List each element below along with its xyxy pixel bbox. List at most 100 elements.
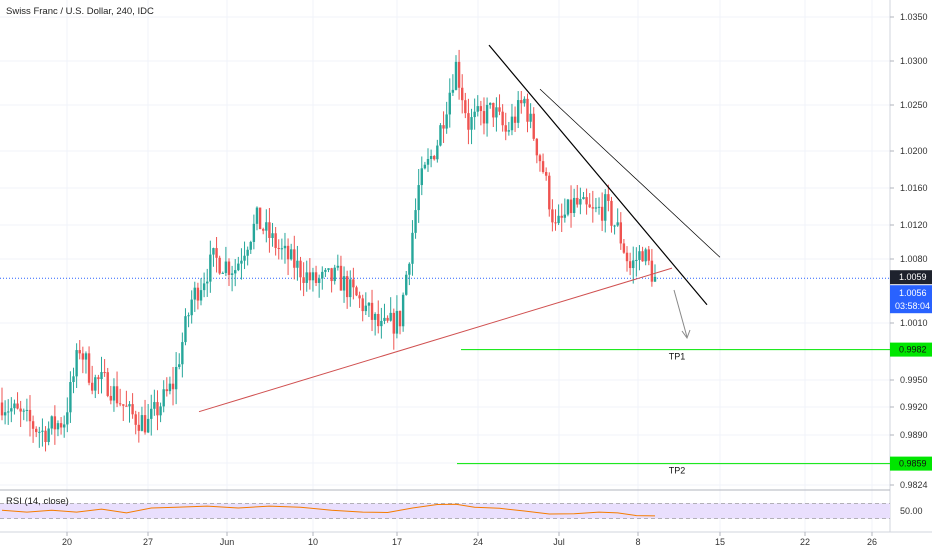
- candle-body: [572, 197, 576, 214]
- candle-body: [439, 125, 442, 146]
- candle-body: [557, 215, 560, 224]
- candle-body: [171, 383, 175, 390]
- candlestick-series: [0, 49, 657, 452]
- candle-body: [398, 310, 402, 327]
- candle-body: [520, 100, 523, 104]
- candle-body: [53, 416, 57, 430]
- candle-body: [209, 254, 212, 282]
- candle-body: [638, 251, 641, 260]
- candle-body: [588, 204, 591, 208]
- candle-body: [125, 405, 128, 407]
- candle-body: [529, 113, 532, 122]
- candle-body: [433, 156, 436, 160]
- resistance-trendline[interactable]: [488, 44, 708, 306]
- candle-body: [532, 113, 535, 139]
- candle-body: [349, 279, 352, 298]
- candle-body: [153, 402, 156, 409]
- candle-body: [417, 185, 420, 211]
- candle-body: [274, 233, 277, 248]
- candle-body: [635, 259, 638, 261]
- rsi-axis-label: 50.00: [900, 506, 923, 516]
- candle-body: [451, 89, 455, 93]
- candle-body: [336, 265, 340, 268]
- time-tick-label: 24: [473, 537, 483, 547]
- candle-body: [302, 277, 305, 283]
- candle-body: [554, 222, 557, 224]
- time-tick-label: 26: [867, 537, 877, 547]
- candle-body: [358, 295, 361, 299]
- projection-arrow[interactable]: [673, 289, 691, 340]
- candle-body: [622, 243, 626, 253]
- candle-body: [72, 376, 75, 383]
- candle-body: [25, 409, 29, 411]
- candle-body: [321, 271, 324, 279]
- candle-body: [255, 207, 259, 224]
- candle-body: [516, 100, 520, 123]
- candle-body: [411, 232, 414, 264]
- candle-body: [597, 206, 601, 208]
- candle-body: [3, 412, 7, 416]
- candle-body: [202, 283, 206, 291]
- candle-body: [339, 265, 343, 291]
- time-tick-label: Jun: [220, 537, 235, 547]
- price-tick-label: 0.9950: [900, 375, 928, 385]
- candle-body: [305, 272, 308, 283]
- candle-body: [215, 248, 218, 258]
- projection-arrow-head: [681, 329, 691, 340]
- candle-body: [333, 267, 336, 282]
- candle-body: [227, 261, 231, 275]
- candle-body: [538, 155, 542, 162]
- candle-body: [118, 403, 122, 405]
- candle-body: [414, 210, 417, 233]
- candle-body: [464, 100, 467, 114]
- candle-body: [240, 260, 243, 264]
- candle-body: [22, 410, 25, 412]
- candle-body: [392, 312, 395, 334]
- candle-body: [131, 404, 134, 415]
- candle-body: [479, 106, 483, 112]
- candle-body: [523, 98, 526, 104]
- candle-body: [510, 116, 514, 131]
- candle-body: [87, 353, 91, 383]
- candle-body: [361, 298, 364, 312]
- time-axis[interactable]: 20 27 Jun 10 17 24 Jul 8 15 22 26: [62, 532, 877, 547]
- candle-body: [10, 408, 13, 412]
- candle-body: [143, 415, 147, 433]
- candle-body: [377, 313, 380, 327]
- candle-body: [647, 249, 650, 261]
- candle-body: [122, 404, 125, 406]
- candle-body: [364, 305, 368, 312]
- candle-body: [591, 207, 595, 209]
- candle-body: [112, 386, 116, 401]
- time-tick-label: 15: [715, 537, 725, 547]
- candle-body: [56, 423, 60, 430]
- candle-body: [551, 209, 554, 223]
- candle-body: [38, 431, 41, 433]
- candle-body: [146, 418, 150, 433]
- resistance-trendline-outer[interactable]: [539, 88, 721, 258]
- time-tick-label: 17: [392, 537, 402, 547]
- candle-body: [69, 382, 72, 413]
- candle-body: [607, 194, 610, 201]
- candle-body: [373, 313, 377, 320]
- candle-body: [81, 353, 85, 360]
- candle-body: [97, 377, 100, 380]
- candle-body: [324, 269, 327, 272]
- candle-body: [103, 372, 106, 374]
- candle-body: [632, 260, 635, 269]
- candle-body: [106, 372, 109, 396]
- support-trendline[interactable]: [198, 267, 673, 413]
- candle-body: [448, 92, 451, 115]
- candle-body: [445, 114, 448, 129]
- candle-body: [548, 175, 551, 210]
- candle-body: [62, 424, 66, 428]
- candle-body: [190, 299, 193, 316]
- time-tick-label: 22: [800, 537, 810, 547]
- price-tick-label: 1.0200: [900, 146, 928, 156]
- take-profit-badge-label: 0.9859: [899, 459, 927, 469]
- candle-body: [423, 164, 427, 169]
- take-profit-label: TP2: [669, 466, 686, 476]
- candle-body: [308, 272, 312, 281]
